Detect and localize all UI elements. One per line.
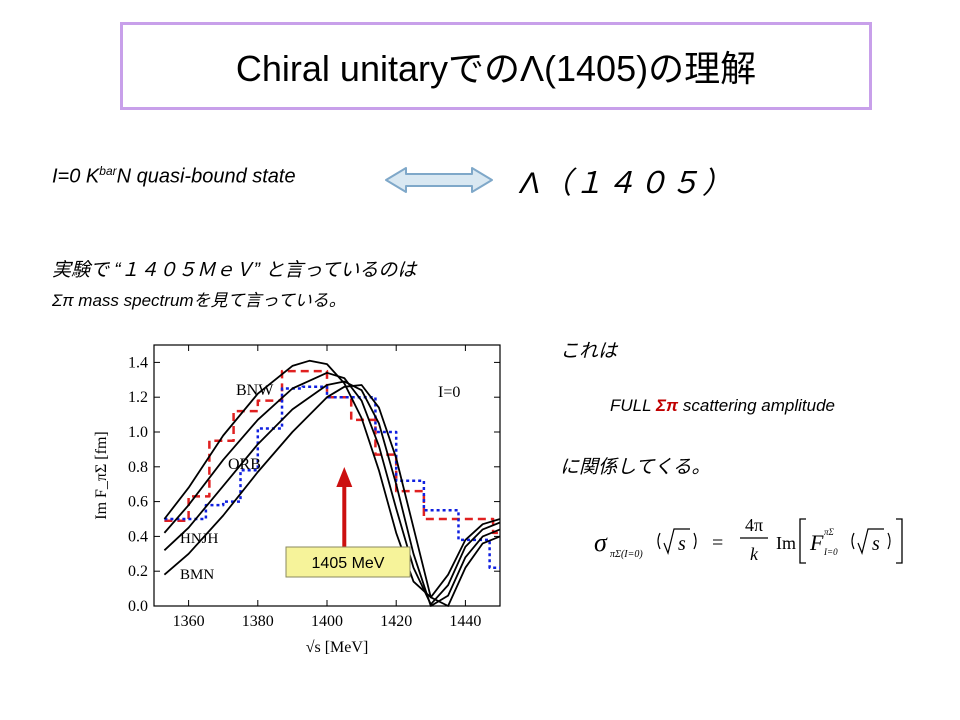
y-axis-label: Im F_πΣ [fm] xyxy=(93,431,110,520)
fraction-numerator: 4π xyxy=(745,515,763,535)
y-tick-label: 0.6 xyxy=(128,494,148,511)
y-tick-label: 0.8 xyxy=(128,459,148,476)
chart-axes: 0.0 0.2 0.4 0.6 0.8 1.0 1.2 1.4 1360 1380 1400 1420… xyxy=(93,344,501,656)
fraction-denominator: k xyxy=(750,544,759,564)
title-box: Chiral unitaryでのΛ(1405)の理解 xyxy=(120,22,872,110)
state-prefix: I=0 K xyxy=(52,165,100,188)
sqrt-s: s xyxy=(678,533,686,555)
equals-sign: = xyxy=(712,532,723,554)
experiment-line-1: 実験で “１４０５ＭｅＶ” と言っているのは xyxy=(52,260,417,281)
sqrt-icon-2 xyxy=(857,528,884,555)
paren-left xyxy=(657,532,661,550)
chart-series xyxy=(163,359,501,607)
y-tick-label: 0.4 xyxy=(128,528,148,545)
amplitude-sub: I=0 xyxy=(823,547,838,557)
x-tick-label: 1440 xyxy=(449,613,481,630)
sqrt-icon xyxy=(663,528,690,555)
paren-right-2 xyxy=(887,532,891,550)
y-tick-label: 1.2 xyxy=(128,389,148,406)
full-amplitude-text: FULL Σπ scattering amplitude xyxy=(610,396,835,416)
page-title: Chiral unitaryでのΛ(1405)の理解 xyxy=(235,48,757,89)
lambda-label: Λ（１４０５） xyxy=(520,167,735,200)
annotation-box xyxy=(285,546,411,578)
series-line-1 xyxy=(164,385,500,569)
x-tick-label: 1360 xyxy=(173,613,205,630)
amplitude-sup: πΣ xyxy=(824,527,835,537)
annotation-bnw: BNW xyxy=(236,382,274,399)
bracket-right xyxy=(896,518,903,564)
chart-annotations: BNW ORB HNJH BMN I=0 xyxy=(180,382,460,583)
sigma-subscript: πΣ(I=0) xyxy=(610,549,643,560)
sigma-symbol: σ xyxy=(594,528,608,557)
full-suffix: scattering amplitude xyxy=(678,396,836,415)
annotation-orb: ORB xyxy=(228,456,261,473)
sqrt-s-2: s xyxy=(872,533,880,555)
bracket-left xyxy=(799,518,806,564)
y-tick-label: 1.0 xyxy=(128,424,148,441)
annotation-bmn: BMN xyxy=(180,567,214,583)
cross-section-formula: σ πΣ(I=0) s = 4π k Im F πΣ I=0 s xyxy=(594,515,903,564)
state-sup: bar xyxy=(99,164,117,178)
annotation-i0: I=0 xyxy=(438,384,460,401)
x-axis-label: √s [MeV] xyxy=(306,639,369,656)
series-line-3 xyxy=(163,371,501,606)
paren-left-2 xyxy=(851,532,855,550)
series-line-4 xyxy=(163,380,501,607)
state-suffix: N quasi-bound state xyxy=(116,165,296,188)
x-tick-label: 1380 xyxy=(242,613,274,630)
amplitude-F: F xyxy=(809,530,824,555)
full-prefix: FULL xyxy=(610,396,656,415)
im-operator: Im xyxy=(776,533,796,553)
red-arrow-head xyxy=(336,467,353,487)
y-tick-label: 0.0 xyxy=(128,598,148,615)
y-tick-label: 0.2 xyxy=(128,563,148,580)
kbar-state-label: I=0 KbarN quasi-bound state xyxy=(52,164,296,189)
spectrum-chart: 0.0 0.2 0.4 0.6 0.8 1.0 1.2 1.4 1360 1380 1400 1420… xyxy=(93,344,501,656)
annotation-box-label: 1405 MeV xyxy=(312,555,385,572)
kankei-text: に関係してくる。 xyxy=(560,457,711,478)
series-line-5 xyxy=(163,384,501,607)
y-tick-label: 1.4 xyxy=(128,354,148,371)
x-tick-label: 1400 xyxy=(311,613,343,630)
series-line-2 xyxy=(163,359,501,599)
paren-right xyxy=(693,532,697,550)
experiment-line-2: Σπ mass spectrumを見て言っている。 xyxy=(52,291,346,310)
double-arrow-icon xyxy=(385,167,493,193)
chart-arrow-annotation: 1405 MeV xyxy=(285,467,411,578)
full-bold: Σπ xyxy=(656,396,679,415)
kore-text: これは xyxy=(560,341,618,362)
x-tick-label: 1420 xyxy=(380,613,412,630)
annotation-hnjh: HNJH xyxy=(180,531,219,547)
